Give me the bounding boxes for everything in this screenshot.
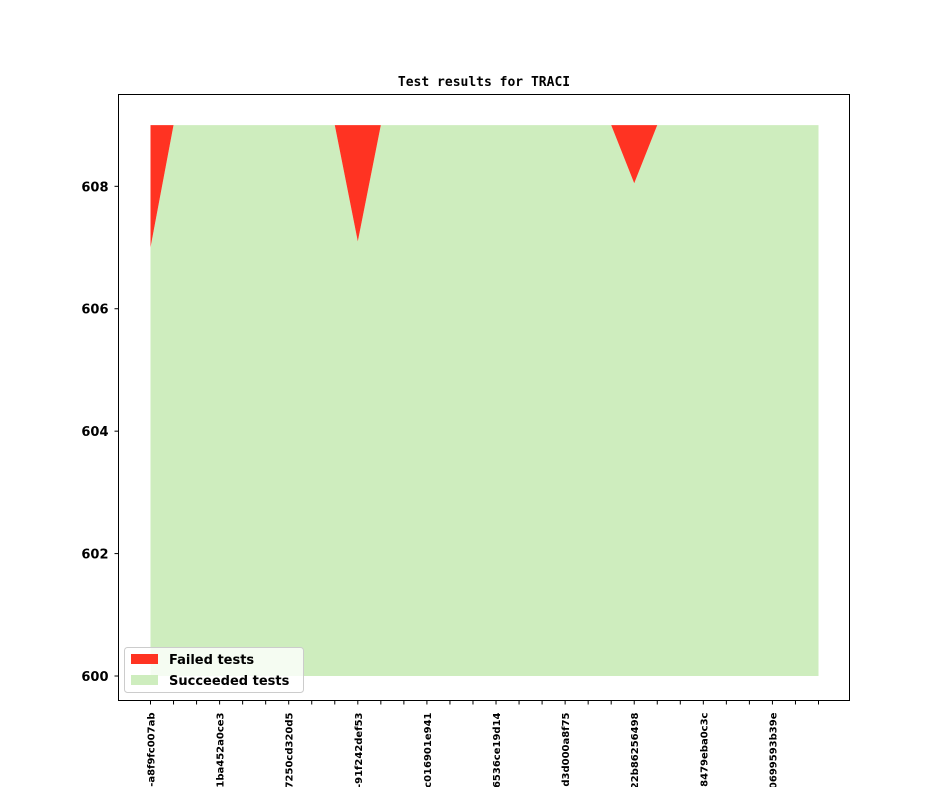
- y-tick-label: 606: [81, 303, 108, 318]
- y-tick-label: 600: [81, 670, 108, 685]
- legend-swatch-failed: [131, 654, 158, 664]
- x-tick-label: -1ba452a0ce3: [216, 712, 227, 787]
- x-tick-label: 7250cd320d5: [285, 712, 296, 787]
- legend-label-failed: Failed tests: [169, 653, 254, 668]
- legend-box: [124, 647, 304, 693]
- x-tick-label: 6536ce19d14: [492, 712, 503, 787]
- x-tick-label: c016901e941: [423, 712, 434, 787]
- y-axis: 600 602 604 606 608: [81, 180, 119, 685]
- x-tick-label: d3d000a8f75: [561, 712, 572, 786]
- x-tick-label: 0699593b39e: [768, 712, 779, 787]
- x-tick-label: -a8f9fc007ab: [147, 713, 158, 787]
- legend: Failed tests Succeeded tests: [124, 647, 304, 693]
- area-series: [150, 125, 819, 677]
- x-tick-label: -91f242def53: [354, 712, 365, 787]
- legend-label-succeeded: Succeeded tests: [169, 674, 290, 689]
- area-succeeded-tests: [150, 125, 819, 677]
- y-tick-label: 608: [81, 180, 108, 195]
- x-axis: -a8f9fc007ab -1ba452a0ce3 7250cd320d5 -91f2…: [147, 700, 819, 787]
- legend-swatch-succeeded: [131, 675, 158, 685]
- y-tick-label: 602: [81, 548, 108, 563]
- plot-frame: [118, 94, 850, 701]
- x-tick-label: 22b86256498: [630, 712, 641, 787]
- chart-title: Test results for TRACI: [398, 75, 570, 90]
- y-tick-label: 604: [81, 425, 108, 440]
- x-tick-label: -8479eba0c3c: [699, 712, 710, 787]
